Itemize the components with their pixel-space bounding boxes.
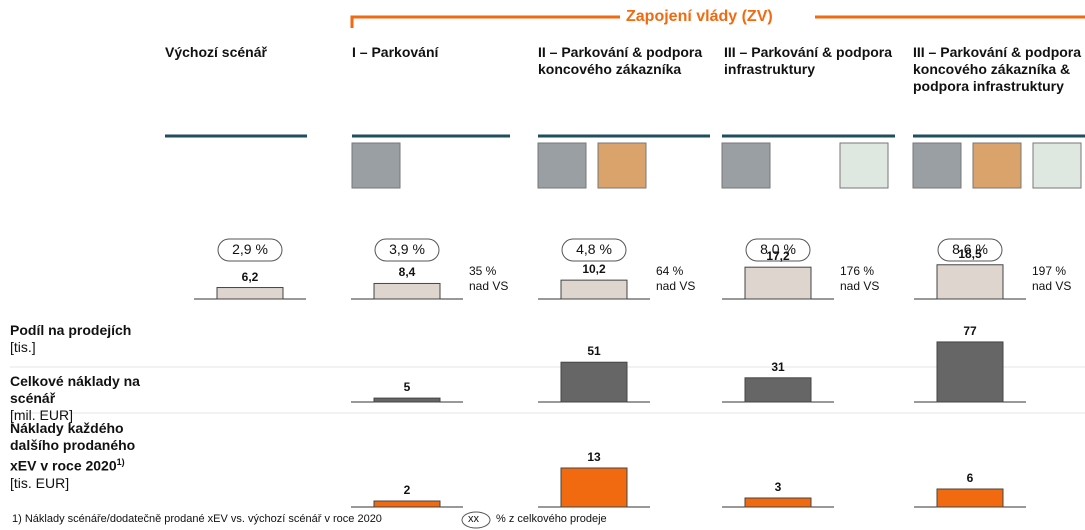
row-label-text: Podíl na prodejích	[10, 322, 132, 338]
value-label: 5	[403, 380, 411, 395]
legend-oval	[461, 511, 491, 529]
bar	[560, 279, 628, 300]
value-label: 13	[587, 450, 601, 464]
share-oval	[745, 238, 811, 262]
row-unit: [tis.]	[10, 339, 36, 355]
note: 176 %	[840, 264, 875, 278]
row-unit: [mil. EUR]	[10, 407, 73, 423]
row-separators	[10, 366, 1085, 414]
footnote: 1) Náklady scénáře/dodatečně prodané xEV…	[12, 513, 382, 525]
note: 64 %	[656, 264, 684, 278]
share-label: 2,9 %	[232, 241, 268, 257]
bar	[373, 500, 441, 508]
footnote-ref: 1)	[116, 457, 125, 467]
share-label: 8,0 %	[760, 241, 796, 257]
legend-symbol: xx	[468, 513, 479, 525]
share-label: 8,6 %	[952, 241, 988, 257]
value-label: 8,4	[398, 265, 416, 280]
bracket	[350, 15, 1085, 28]
note: 35 %	[469, 264, 497, 278]
note: nad VS	[656, 279, 696, 293]
row-label: Podíl na prodejích [tis.]	[10, 322, 160, 356]
bar	[744, 377, 812, 403]
value-label: 51	[587, 344, 601, 359]
value-label: 2	[403, 483, 411, 497]
bar	[936, 488, 1004, 508]
share-oval	[937, 238, 1003, 262]
bar	[373, 397, 441, 403]
share-oval	[217, 238, 283, 262]
bar	[936, 264, 1004, 300]
column-title: III – Parkování & podpora koncového záka…	[913, 44, 1082, 94]
note: nad VS	[840, 279, 880, 293]
column-title: III – Parkování & podpora infrastruktury	[724, 44, 893, 77]
share-oval	[374, 238, 440, 262]
note: nad VS	[469, 279, 509, 293]
column-title: Výchozí scénář	[165, 44, 267, 60]
row-unit: [tis. EUR]	[10, 474, 70, 491]
share-oval	[561, 238, 627, 262]
bar	[744, 497, 812, 508]
value-label: 3	[774, 480, 782, 494]
bar	[936, 341, 1004, 403]
column-title: II – Parkování & podpora koncového zákaz…	[538, 44, 703, 77]
bar	[744, 266, 812, 300]
legend-text: % z celkového prodeje	[496, 513, 607, 525]
bar	[560, 467, 628, 508]
note: 197 %	[1032, 264, 1067, 278]
column-title: I – Parkování	[352, 44, 439, 60]
bar	[373, 282, 441, 300]
note: nad VS	[1032, 279, 1072, 293]
icons	[351, 142, 1082, 189]
bar	[216, 287, 284, 300]
value-label: 6,2	[241, 269, 259, 284]
value-label: 17,2	[766, 249, 790, 264]
row-label: Náklady každého dalšího prodaného xEV v …	[10, 420, 160, 492]
row-label-text: Náklady každého dalšího prodaného xEV v …	[10, 420, 136, 474]
share-label: 4,8 %	[576, 241, 612, 257]
value-label: 6	[966, 471, 974, 485]
value-label: 10,2	[582, 262, 606, 277]
value-label: 77	[963, 323, 977, 338]
row-label-text: Celkové náklady na scénář	[10, 373, 140, 406]
row-label: Celkové náklady na scénář [mil. EUR]	[10, 373, 160, 424]
group-title: Zapojení vlády (ZV)	[626, 8, 773, 25]
value-label: 31	[771, 359, 785, 374]
share-label: 3,9 %	[389, 241, 425, 257]
bar	[560, 361, 628, 403]
value-label: 18,5	[958, 246, 982, 261]
